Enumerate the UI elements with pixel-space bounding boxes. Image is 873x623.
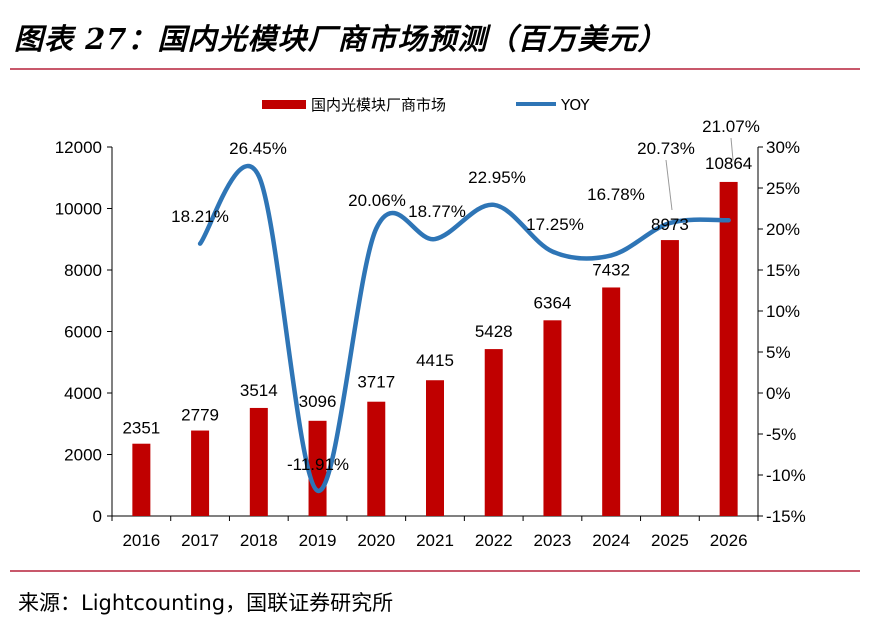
- bar: [543, 320, 562, 516]
- bar: [660, 240, 679, 516]
- x-tick-label: 2026: [710, 531, 748, 550]
- data-labels: 2351 2779 3514 3096 3717 4415 5428 6364 7432 8973…: [122, 117, 759, 474]
- y-right-tick-label: 10%: [766, 302, 800, 321]
- chart-title: 图表 27：国内光模块厂商市场预测（百万美元）: [14, 22, 668, 56]
- y-left-tick-label: 4000: [64, 384, 102, 403]
- bar: [484, 349, 503, 516]
- bar-value-label: 4415: [416, 351, 454, 370]
- yoy-line: [197, 163, 731, 493]
- x-tick-label: 2024: [592, 531, 630, 550]
- yoy-value-label: 22.95%: [468, 168, 526, 187]
- bar-value-label: 6364: [534, 293, 572, 312]
- yoy-value-label: 17.25%: [526, 215, 584, 234]
- bar-value-label: 2779: [181, 406, 219, 425]
- bar-value-label: 3717: [357, 373, 395, 392]
- yoy-value-label: 20.06%: [348, 191, 406, 210]
- y-right-tick-label: 25%: [766, 179, 800, 198]
- x-tick-label: 2016: [122, 531, 160, 550]
- bar: [249, 407, 268, 516]
- y-left-tick-label: 8000: [64, 261, 102, 280]
- x-tick-label: 2021: [416, 531, 454, 550]
- y-right-tick-label: 15%: [766, 261, 800, 280]
- label-leader-line: [730, 137, 734, 161]
- bar-value-label: 7432: [592, 260, 630, 279]
- x-tick-label: 2019: [299, 531, 337, 550]
- bar-value-label: 3514: [240, 381, 278, 400]
- yoy-value-label: 18.77%: [408, 202, 466, 221]
- legend: 国内光模块厂商市场 YOY: [262, 96, 590, 114]
- bar: [191, 430, 210, 516]
- label-leader-line: [665, 159, 673, 211]
- yoy-value-label: -11.91%: [287, 455, 349, 474]
- y-right-tick-label: 20%: [766, 220, 800, 239]
- bar: [719, 181, 738, 516]
- legend-bar-label: 国内光模块厂商市场: [311, 96, 446, 114]
- bar: [426, 380, 444, 516]
- line-series: [197, 163, 731, 493]
- x-tick-label: 2023: [534, 531, 572, 550]
- y-left-tick-label: 2000: [64, 446, 102, 465]
- legend-bar-swatch: [262, 100, 306, 109]
- y-right-tick-label: -10%: [766, 466, 806, 485]
- bar-value-label: 5428: [475, 322, 513, 341]
- yoy-value-label: 18.21%: [171, 207, 229, 226]
- bar-value-label: 10864: [705, 154, 752, 173]
- bar-series: [132, 181, 738, 516]
- x-tick-label: 2025: [651, 531, 689, 550]
- x-tick-label: 2018: [240, 531, 278, 550]
- y-right-tick-label: 30%: [766, 138, 800, 157]
- y-right-tick-label: 0%: [766, 384, 791, 403]
- bar: [602, 287, 621, 516]
- bar-value-label: 3096: [299, 392, 337, 411]
- bar: [132, 443, 151, 516]
- bar: [367, 401, 386, 516]
- bar-value-label: 8973: [651, 215, 689, 234]
- bar-value-label: 2351: [122, 419, 160, 438]
- x-tick-label: 2022: [475, 531, 513, 550]
- y-right-tick-label: -5%: [766, 425, 796, 444]
- y-right-tick-label: -15%: [766, 507, 806, 526]
- y-left-tick-label: 12000: [55, 138, 102, 157]
- source-note: 来源：Lightcounting，国联证券研究所: [18, 591, 394, 615]
- yoy-value-label: 21.07%: [702, 117, 760, 136]
- y-right-tick-label: 5%: [766, 343, 791, 362]
- yoy-value-label: 16.78%: [587, 185, 645, 204]
- x-tick-label: 2017: [181, 531, 219, 550]
- yoy-value-label: 26.45%: [229, 139, 287, 158]
- chart-area: 0 2000 4000 6000 8000 10000 12000 -15% -10% -5% 0%…: [55, 96, 806, 550]
- y-left-tick-label: 10000: [55, 200, 102, 219]
- yoy-value-label: 20.73%: [637, 139, 695, 158]
- bar: [308, 420, 327, 516]
- source-divider: [10, 570, 860, 572]
- title-divider: [10, 68, 860, 70]
- y-left-tick-label: 6000: [64, 323, 102, 342]
- legend-line-label: YOY: [560, 96, 590, 114]
- axes: 0 2000 4000 6000 8000 10000 12000 -15% -10% -5% 0%…: [55, 138, 806, 550]
- y-left-tick-label: 0: [93, 507, 102, 526]
- x-tick-label: 2020: [357, 531, 395, 550]
